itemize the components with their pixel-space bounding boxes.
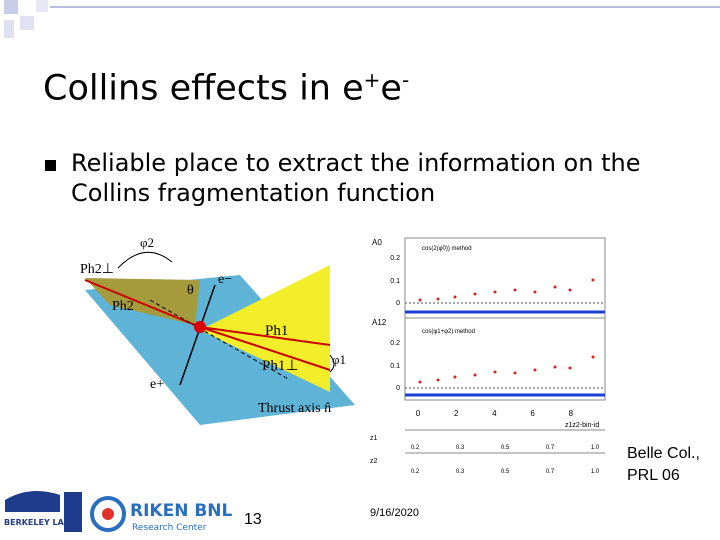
label: Ph2⊥ bbox=[80, 262, 114, 277]
bullet-text: Reliable place to extract the informatio… bbox=[71, 149, 641, 207]
label: θ bbox=[187, 283, 194, 298]
plot-label: z1z2-bin-id bbox=[565, 422, 599, 429]
plot-label: 0.2 bbox=[411, 445, 420, 451]
berkeley-logo: BERKELEY LAB bbox=[4, 491, 82, 532]
label: φ1 bbox=[332, 352, 346, 367]
plot-label: 1.0 bbox=[591, 445, 600, 451]
plot-label: A12 bbox=[372, 318, 387, 327]
plot-label: 0.7 bbox=[546, 445, 555, 451]
plot-label: cos(φ1+φ2) method bbox=[422, 329, 475, 335]
plot-label: A0 bbox=[372, 238, 382, 247]
plot-label: 0.3 bbox=[456, 445, 465, 451]
plot bbox=[360, 232, 610, 482]
plot-label: 0.1 bbox=[390, 363, 400, 370]
label: e− bbox=[218, 272, 232, 287]
plot-label: 0.2 bbox=[390, 255, 400, 262]
caption: Belle Col., bbox=[627, 445, 700, 462]
label: Ph1 bbox=[265, 323, 288, 339]
plot-label: z2 bbox=[370, 458, 378, 465]
plot-labels: A0 A12 cos(2(φ0)) method cos(φ1+φ2) method 0… bbox=[370, 238, 600, 475]
title-text: Collins effects in e bbox=[43, 68, 364, 109]
label: e+ bbox=[150, 377, 164, 392]
plot-label: 4 bbox=[492, 409, 497, 418]
logo-text: BERKELEY LAB bbox=[4, 518, 70, 527]
label: φ2 bbox=[140, 235, 154, 250]
slide-title: Collins effects in e+e- bbox=[43, 68, 409, 109]
plot-label: 0.5 bbox=[501, 445, 510, 451]
plot-label: 0.2 bbox=[411, 469, 420, 475]
hadron-plane-2 bbox=[85, 278, 200, 325]
title-sup: - bbox=[401, 68, 410, 92]
date: 9/16/2020 bbox=[370, 507, 419, 519]
caption: PRL 06 bbox=[627, 467, 680, 484]
label: Ph1⊥ bbox=[262, 358, 298, 374]
logo-text: Research Center bbox=[132, 523, 207, 533]
riken-logo: RIKEN BNL Research Center bbox=[90, 496, 233, 533]
title-sup: + bbox=[363, 68, 381, 92]
plot-label: 0 bbox=[396, 385, 400, 392]
plot-label: 0 bbox=[416, 409, 421, 418]
points bbox=[418, 278, 595, 384]
plot-label: 0.1 bbox=[390, 278, 400, 285]
plot-label: 0.2 bbox=[390, 340, 400, 347]
label: Thrust axis n̂ bbox=[258, 401, 331, 416]
plot-label: 0.5 bbox=[501, 469, 510, 475]
plot-label: 0.7 bbox=[546, 469, 555, 475]
plot-label: 8 bbox=[569, 409, 574, 418]
bullet-marker bbox=[45, 160, 56, 171]
corner-squares bbox=[4, 0, 48, 38]
plot-label: 1.0 bbox=[591, 469, 600, 475]
plot-label: 0.3 bbox=[456, 469, 465, 475]
label: Ph2 bbox=[112, 299, 134, 314]
plot-label: 6 bbox=[530, 409, 535, 418]
plot-label: 0 bbox=[396, 300, 400, 307]
plot-label: 2 bbox=[454, 409, 459, 418]
plot-label: cos(2(φ0)) method bbox=[422, 246, 472, 252]
page-number: 13 bbox=[244, 511, 262, 528]
diagram bbox=[68, 232, 360, 432]
title-text: e bbox=[380, 68, 402, 109]
logo-text: RIKEN BNL bbox=[130, 501, 233, 521]
plot-label: z1 bbox=[370, 435, 378, 442]
